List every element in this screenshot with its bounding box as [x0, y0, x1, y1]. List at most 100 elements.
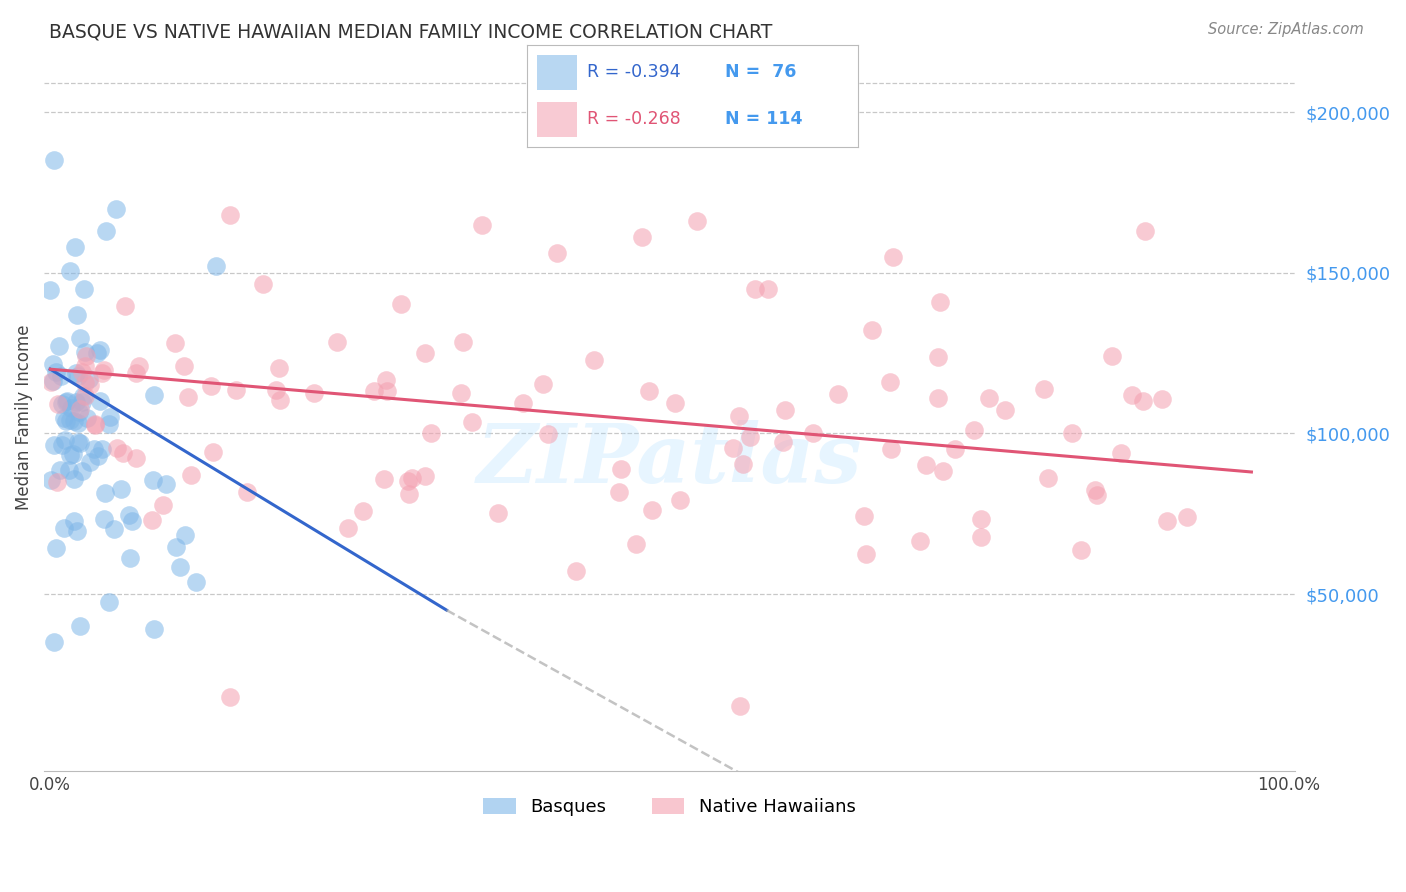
Point [51, 396, 73, 410]
Point [1156, 514, 1178, 528]
Point [374, 373, 396, 387]
Point [744, 282, 766, 296]
Point [65, 366, 87, 380]
Point [70, 365, 93, 379]
Point [201, 445, 224, 459]
Point [827, 387, 849, 401]
Point [41, 374, 63, 388]
Point [91, 366, 114, 380]
Point [65, 240, 87, 254]
Point [67, 405, 90, 419]
Point [1060, 425, 1083, 440]
Point [879, 375, 901, 389]
Point [219, 690, 242, 704]
Point [69, 401, 91, 416]
Point [375, 384, 398, 399]
Point [55, 394, 77, 409]
Point [564, 564, 586, 578]
Point [583, 353, 606, 368]
Point [235, 485, 257, 500]
Point [94, 486, 117, 500]
Point [169, 559, 191, 574]
Point [669, 493, 692, 508]
Point [72, 395, 94, 409]
Point [93, 512, 115, 526]
Point [55, 414, 77, 428]
Point [970, 530, 993, 544]
Point [326, 334, 349, 349]
Point [76, 349, 98, 363]
Point [104, 202, 127, 216]
Point [77, 372, 100, 386]
Point [1175, 509, 1198, 524]
Point [731, 457, 754, 471]
Point [65, 394, 87, 409]
Point [531, 376, 554, 391]
Legend: Basques, Native Hawaiians: Basques, Native Hawaiians [474, 789, 865, 825]
Point [83, 442, 105, 457]
Point [89, 394, 111, 409]
Point [44, 438, 66, 452]
Point [58, 463, 80, 477]
Text: BASQUE VS NATIVE HAWAIIAN MEDIAN FAMILY INCOME CORRELATION CHART: BASQUE VS NATIVE HAWAIIAN MEDIAN FAMILY … [49, 22, 772, 41]
Point [420, 425, 443, 440]
Point [66, 524, 89, 539]
Point [98, 595, 121, 609]
Point [97, 417, 120, 431]
Point [53, 433, 76, 447]
Point [84, 417, 107, 431]
Point [1087, 488, 1109, 502]
Point [63, 514, 86, 528]
Text: ZIPatlas: ZIPatlas [477, 420, 862, 500]
Text: N =  76: N = 76 [725, 63, 797, 81]
Point [389, 297, 412, 311]
Point [83, 418, 105, 433]
Point [398, 487, 420, 501]
Point [42, 635, 65, 649]
Point [932, 464, 955, 478]
Point [1132, 393, 1154, 408]
Point [413, 346, 436, 360]
Point [631, 230, 654, 244]
Y-axis label: Median Family Income: Median Family Income [15, 325, 32, 510]
Text: N = 114: N = 114 [725, 111, 803, 128]
Point [90, 442, 112, 456]
Point [173, 359, 195, 374]
Text: R = -0.268: R = -0.268 [586, 111, 681, 128]
Point [1070, 542, 1092, 557]
Point [73, 376, 96, 390]
Point [546, 246, 568, 260]
Point [46, 397, 69, 411]
Point [943, 442, 966, 456]
Point [49, 463, 72, 477]
Point [66, 435, 89, 450]
Point [128, 359, 150, 373]
Point [180, 468, 202, 483]
Point [69, 619, 91, 633]
Bar [537, 55, 576, 90]
Point [72, 465, 94, 479]
Point [112, 445, 135, 459]
Point [59, 448, 82, 462]
Point [1033, 382, 1056, 396]
Point [89, 343, 111, 357]
Point [75, 359, 97, 373]
Point [114, 300, 136, 314]
Point [76, 410, 98, 425]
Point [39, 376, 62, 390]
Point [252, 277, 274, 291]
Point [143, 622, 166, 636]
Point [62, 447, 84, 461]
Point [42, 153, 65, 168]
Point [451, 334, 474, 349]
Point [72, 389, 94, 403]
Point [471, 218, 494, 232]
Point [45, 475, 67, 489]
Point [638, 384, 661, 398]
Point [73, 344, 96, 359]
Point [225, 383, 247, 397]
Point [994, 402, 1017, 417]
Point [512, 396, 534, 410]
Point [721, 441, 744, 455]
Point [73, 282, 96, 296]
